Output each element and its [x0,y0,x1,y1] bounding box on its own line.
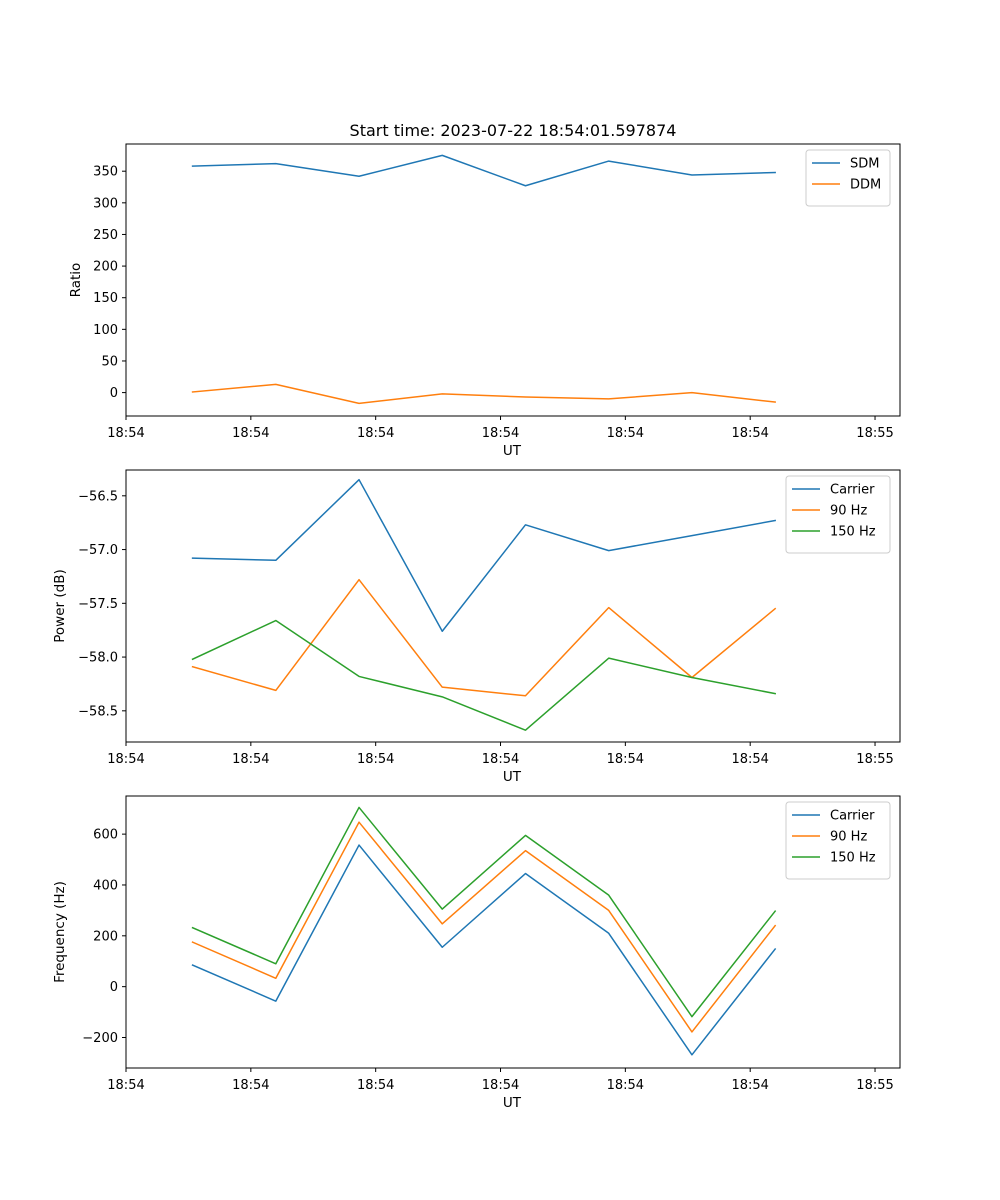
series-line-ddm [191,383,776,405]
x-tick-label: 18:54 [482,1078,519,1093]
legend-label: 150 Hz [830,851,876,866]
series-line-sdm [191,154,776,187]
legend: Carrier 90 Hz 150 Hz [785,801,891,880]
y-tick-label: 200 [93,260,118,275]
series-line-90-hz [191,578,777,697]
x-tick-label: 18:54 [357,426,394,441]
series-line-90-hz [191,821,777,1033]
legend-label: SDM [850,157,879,172]
series-line-carrier [191,478,777,633]
x-tick-label: 18:54 [357,1078,394,1093]
x-tick-label: 18:55 [856,426,893,441]
x-tick-label: 18:54 [482,426,519,441]
y-axis-label: Power (dB) [52,569,68,642]
figure-title: Start time: 2023-07-22 18:54:01.597874 [350,121,677,140]
y-tick-label: 100 [93,323,118,338]
subplot-2: 18:54 18:54 18:54 18:54 18:54 18:54 18:55 −58.5… [52,469,901,785]
y-tick-label: −56.5 [78,489,118,504]
series-line-150-hz [191,806,777,1018]
x-tick-label: 18:54 [232,426,269,441]
y-tick-label: 50 [101,354,118,369]
x-tick-label: 18:55 [856,752,893,767]
y-tick-label: −58.5 [78,704,118,719]
legend: SDM DDM [805,149,891,207]
legend-box [785,801,891,880]
x-tick-label: 18:54 [607,752,644,767]
legend-box [805,149,891,207]
x-tick-label: 18:54 [731,426,768,441]
x-tick-label: 18:55 [856,1078,893,1093]
x-axis-label: UT [503,443,522,459]
y-tick-label: 400 [93,878,118,893]
legend-label: 90 Hz [830,830,867,845]
axes-frame [125,469,901,743]
x-tick-label: 18:54 [482,752,519,767]
y-tick-label: 250 [93,228,118,243]
y-tick-label: −58.0 [78,651,118,666]
x-tick-label: 18:54 [357,752,394,767]
legend-label: 90 Hz [830,504,867,519]
x-tick-label: 18:54 [232,1078,269,1093]
subplot-1: 18:54 18:54 18:54 18:54 18:54 18:54 18:55 0 50 10… [68,143,901,459]
subplot-3: 18:54 18:54 18:54 18:54 18:54 18:54 18:55 −200 0… [52,795,901,1111]
y-tick-label: 0 [110,386,118,401]
y-axis-label: Frequency (Hz) [52,881,68,983]
x-tick-label: 18:54 [107,1078,144,1093]
x-tick-label: 18:54 [607,426,644,441]
legend-box [785,475,891,554]
y-tick-label: 200 [93,929,118,944]
y-axis-label: Ratio [68,263,84,298]
legend-label: Carrier [830,809,875,824]
y-tick-label: 600 [93,828,118,843]
x-tick-label: 18:54 [107,426,144,441]
y-tick-label: −200 [82,1031,118,1046]
y-tick-label: 350 [93,165,118,180]
x-tick-label: 18:54 [731,752,768,767]
y-tick-label: −57.5 [78,597,118,612]
legend: Carrier 90 Hz 150 Hz [785,475,891,554]
x-axis-label: UT [503,1095,522,1111]
x-tick-label: 18:54 [731,1078,768,1093]
y-tick-label: 150 [93,291,118,306]
x-tick-label: 18:54 [232,752,269,767]
axes-frame [125,795,901,1069]
x-tick-label: 18:54 [107,752,144,767]
axes-frame [125,143,901,417]
x-axis-label: UT [503,769,522,785]
y-tick-label: 0 [110,980,118,995]
y-tick-label: −57.0 [78,543,118,558]
x-tick-label: 18:54 [607,1078,644,1093]
legend-label: 150 Hz [830,525,876,540]
series-line-150-hz [191,619,777,731]
legend-label: Carrier [830,483,875,498]
legend-label: DDM [850,178,881,193]
series-line-carrier [191,844,777,1056]
plots-container: 18:54 18:54 18:54 18:54 18:54 18:54 18:55 0 50 10… [52,143,901,1111]
y-tick-label: 300 [93,196,118,211]
